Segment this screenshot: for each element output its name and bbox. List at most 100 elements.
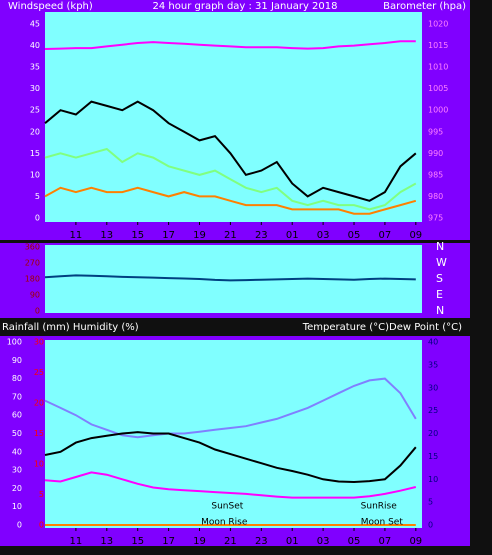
y3ticks-label: 0 xyxy=(39,521,44,530)
x-tick-label: 17 xyxy=(162,230,175,241)
yticks-label: 30 xyxy=(12,466,22,475)
x-tick-label: 01 xyxy=(286,536,299,547)
y2ticks-label: 1020 xyxy=(428,20,448,29)
x-tick-label: 13 xyxy=(100,230,113,241)
x-tick-label: 17 xyxy=(162,536,175,547)
annotation: SunRise xyxy=(361,502,398,512)
series-line xyxy=(44,431,417,484)
y3ticks-label: 20 xyxy=(34,399,44,408)
y2ticks-label: 1010 xyxy=(428,63,448,72)
x-tick-label: 03 xyxy=(317,230,330,241)
y2ticks-label: S xyxy=(436,272,443,285)
y3ticks-label: 30 xyxy=(34,338,44,347)
annotation: Moon Rise xyxy=(201,518,248,528)
x-tick-label: 05 xyxy=(348,230,361,241)
yticks-label: 40 xyxy=(12,447,22,456)
series-line xyxy=(44,186,417,215)
x-tick-label: 09 xyxy=(409,536,422,547)
yticks-label: 90 xyxy=(12,356,22,365)
x-tick-label: 05 xyxy=(348,536,361,547)
x-tick-label: 19 xyxy=(193,230,206,241)
x-tick-label: 13 xyxy=(100,536,113,547)
humidity-axis-title: Rainfall (mm) Humidity (%) xyxy=(2,322,139,333)
y3ticks-label: 25 xyxy=(34,368,44,377)
y2ticks-label: 0 xyxy=(428,521,433,530)
series-line xyxy=(44,147,417,211)
x-tick-label: 01 xyxy=(286,230,299,241)
temperature-axis-title: Temperature (°C)Dew Point (°C) xyxy=(302,322,462,333)
annotation: Moon Set xyxy=(361,518,404,528)
yticks-label: 90 xyxy=(30,291,40,300)
plot-area xyxy=(45,340,422,528)
wind-axis-title: Windspeed (kph) xyxy=(8,1,93,12)
yticks-label: 50 xyxy=(12,429,22,438)
y2ticks-label: 975 xyxy=(428,214,443,223)
yticks-label: 10 xyxy=(12,502,22,511)
yticks-label: 20 xyxy=(30,127,40,136)
yticks-label: 70 xyxy=(12,392,22,401)
y2ticks-label: 990 xyxy=(428,149,443,158)
x-tick-label: 21 xyxy=(224,536,237,547)
yticks-label: 5 xyxy=(35,192,40,201)
x-tick-label: 21 xyxy=(224,230,237,241)
y2ticks-label: 985 xyxy=(428,170,443,179)
yticks-label: 25 xyxy=(30,106,40,115)
y2ticks-label: 10 xyxy=(428,475,438,484)
yticks-label: 0 xyxy=(35,214,40,223)
y2ticks-label: 30 xyxy=(428,383,438,392)
series-line xyxy=(44,274,416,282)
y2ticks-label: 15 xyxy=(428,452,438,461)
series-line xyxy=(44,471,417,499)
y2ticks-label: N xyxy=(436,304,444,317)
yticks-label: 0 xyxy=(35,307,40,316)
yticks-label: 45 xyxy=(30,20,40,29)
yticks-label: 80 xyxy=(12,374,22,383)
yticks-label: 60 xyxy=(12,411,22,420)
annotation: SunSet xyxy=(211,502,243,512)
y2ticks-label: 980 xyxy=(428,192,443,201)
x-tick-label: 19 xyxy=(193,536,206,547)
yticks-label: 100 xyxy=(7,338,22,347)
yticks-label: 270 xyxy=(25,259,40,268)
x-tick-label: 15 xyxy=(131,536,144,547)
y2ticks-label: N xyxy=(436,240,444,253)
yticks-label: 20 xyxy=(12,484,22,493)
x-tick-label: 03 xyxy=(317,536,330,547)
series-line xyxy=(44,40,416,50)
y2ticks-label: E xyxy=(436,288,443,301)
x-tick-label: 11 xyxy=(70,230,83,241)
x-tick-label: 23 xyxy=(255,536,268,547)
yticks-label: 40 xyxy=(30,41,40,50)
y2ticks-label: 1005 xyxy=(428,84,448,93)
baro-axis-title: Barometer (hpa) xyxy=(383,1,466,12)
x-tick-label: 07 xyxy=(379,536,392,547)
x-tick-label: 07 xyxy=(379,230,392,241)
y2ticks-label: 25 xyxy=(428,406,438,415)
y2ticks-label: 20 xyxy=(428,429,438,438)
yticks-label: 35 xyxy=(30,63,40,72)
graph-title: 24 hour graph day : 31 January 2018 xyxy=(153,1,338,12)
y3ticks-label: 5 xyxy=(39,490,44,499)
yticks-label: 10 xyxy=(30,170,40,179)
x-tick-label: 09 xyxy=(409,230,422,241)
x-tick-label: 11 xyxy=(70,536,83,547)
y2ticks-label: W xyxy=(436,256,447,269)
y2ticks-label: 1015 xyxy=(428,41,448,50)
x-tick-label: 23 xyxy=(255,230,268,241)
y3ticks-label: 10 xyxy=(34,460,44,469)
series-line xyxy=(44,377,417,439)
yticks-label: 30 xyxy=(30,84,40,93)
x-tick-label: 15 xyxy=(131,230,144,241)
y2ticks-label: 40 xyxy=(428,338,438,347)
y2ticks-label: 995 xyxy=(428,127,443,136)
y2ticks-label: 5 xyxy=(428,498,433,507)
yticks-label: 0 xyxy=(17,521,22,530)
yticks-label: 360 xyxy=(25,243,40,252)
y2ticks-label: 1000 xyxy=(428,106,448,115)
y2ticks-label: 35 xyxy=(428,360,438,369)
yticks-label: 180 xyxy=(25,275,40,284)
yticks-label: 15 xyxy=(30,149,40,158)
series-line xyxy=(44,100,417,202)
y3ticks-label: 15 xyxy=(34,429,44,438)
